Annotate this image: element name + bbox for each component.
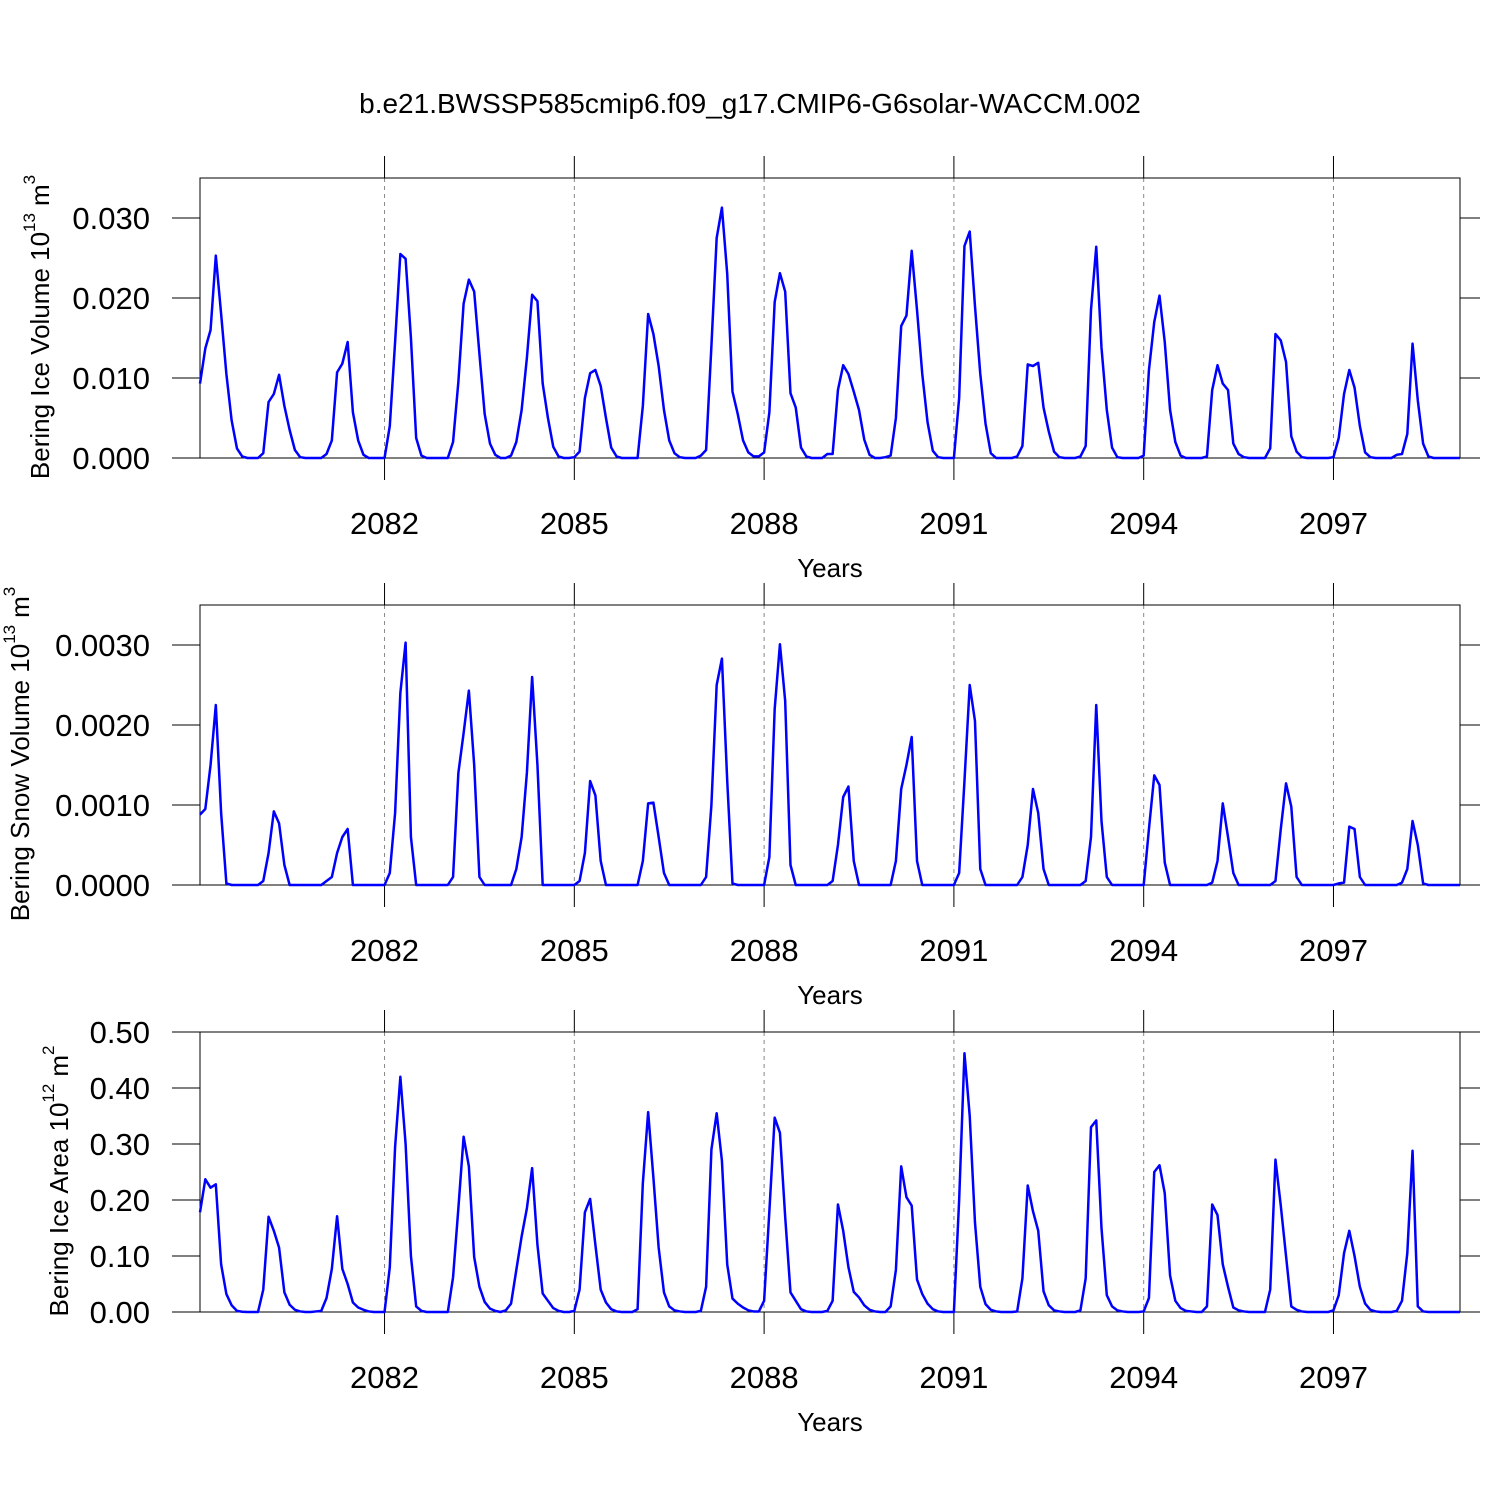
x-tick-label: 2094 (1109, 933, 1178, 968)
y-axis-title-unit: m (25, 184, 55, 206)
y-tick-label: 0.0030 (55, 628, 150, 663)
x-tick-label: 2085 (540, 506, 609, 541)
x-tick-label: 2088 (730, 506, 799, 541)
x-tick-label: 2097 (1299, 1360, 1368, 1395)
y-tick-label: 0.50 (90, 1015, 150, 1050)
x-tick-label: 2091 (919, 933, 988, 968)
x-tick-label: 2094 (1109, 506, 1178, 541)
y-axis-title-exponent: 13 (20, 213, 39, 232)
y-tick-label: 0.30 (90, 1127, 150, 1162)
x-tick-label: 2097 (1299, 506, 1368, 541)
y-axis-title-unit-exponent: 3 (0, 587, 19, 596)
x-tick-label: 2088 (730, 1360, 799, 1395)
plot-frame (199, 604, 1461, 886)
y-axis-title-text: Bering Ice Area 10 (44, 1103, 74, 1317)
y-tick-label: 0.10 (90, 1239, 150, 1274)
x-tick-label: 2085 (540, 933, 609, 968)
x-axis-title: Years (797, 980, 863, 1010)
y-axis-title-exponent: 12 (39, 1084, 58, 1103)
plot-frame (199, 1031, 1461, 1313)
y-tick-label: 0.020 (72, 281, 150, 316)
y-tick-label: 0.030 (72, 201, 150, 236)
y-axis-title-text: Bering Ice Volume 10 (25, 232, 55, 479)
y-axis-title: Bering Ice Area 1012 m2 (39, 1046, 73, 1317)
panel: 2082 2085 2088 2091 2094 2097 0.000 0.010 0.020 0… (20, 156, 1480, 583)
panel: 2082 2085 2088 2091 2094 2097 0.00 0.10 0.20 0.30… (39, 1010, 1480, 1437)
y-axis-title: Bering Snow Volume 1013 m3 (0, 587, 34, 922)
x-tick-label: 2091 (919, 1360, 988, 1395)
x-tick-label: 2082 (350, 506, 419, 541)
y-tick-label: 0.010 (72, 361, 150, 396)
x-tick-label: 2094 (1109, 1360, 1178, 1395)
x-tick-label: 2082 (350, 1360, 419, 1395)
y-tick-label: 0.40 (90, 1071, 150, 1106)
x-axis-title: Years (797, 1407, 863, 1437)
x-tick-label: 2097 (1299, 933, 1368, 968)
y-axis-title: Bering Ice Volume 1013 m3 (20, 175, 54, 479)
data-line (198, 1052, 1460, 1314)
y-tick-label: 0.0010 (55, 788, 150, 823)
y-axis-title-exponent: 13 (0, 625, 19, 644)
y-axis-title-unit-exponent: 2 (39, 1046, 58, 1055)
panel: 2082 2085 2088 2091 2094 2097 0.0000 0.0010 0.00… (0, 583, 1480, 1010)
data-line (198, 206, 1460, 460)
y-tick-label: 0.00 (90, 1295, 150, 1330)
plot-frame (199, 177, 1461, 459)
figure-title: b.e21.BWSSP585cmip6.f09_g17.CMIP6-G6sola… (359, 88, 1141, 119)
y-axis-title-text: Bering Snow Volume 10 (5, 644, 35, 922)
x-axis-title: Years (797, 553, 863, 583)
y-tick-label: 0.0000 (55, 868, 150, 903)
data-line (199, 641, 1460, 887)
y-axis-title-unit-exponent: 3 (20, 175, 39, 184)
y-tick-label: 0.000 (72, 441, 150, 476)
x-tick-label: 2088 (730, 933, 799, 968)
y-axis-title-unit: m (5, 596, 35, 618)
x-tick-label: 2091 (919, 506, 988, 541)
x-tick-label: 2085 (540, 1360, 609, 1395)
y-axis-title-unit: m (44, 1055, 74, 1077)
y-tick-label: 0.0020 (55, 708, 150, 743)
y-tick-label: 0.20 (90, 1183, 150, 1218)
x-tick-label: 2082 (350, 933, 419, 968)
